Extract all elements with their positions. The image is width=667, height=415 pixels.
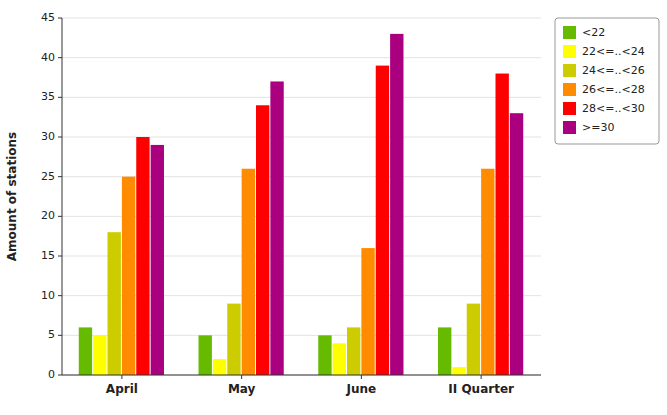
x-tick-label: II Quarter <box>448 382 514 396</box>
legend-swatch <box>563 45 576 58</box>
legend-label: 28<=..<30 <box>582 102 645 115</box>
x-tick <box>361 375 362 379</box>
legend-label: <22 <box>582 26 605 39</box>
y-tick-label: 45 <box>41 11 55 24</box>
bar: >=30: 29 <box>151 145 164 375</box>
bar: >=30: 33 <box>510 113 523 375</box>
y-tick <box>58 335 62 336</box>
bar: 28<=..<30: 39 <box>376 66 389 375</box>
x-tick-label: May <box>228 382 256 396</box>
y-tick <box>58 137 62 138</box>
y-tick <box>58 57 62 58</box>
bar: 24<=..<26: 9 <box>227 304 240 375</box>
y-tick-label: 35 <box>41 90 55 103</box>
bar: 24<=..<26: 18 <box>108 232 121 375</box>
y-tick-label: 40 <box>41 51 55 64</box>
chart-svg: <22: 6<22: 5<22: 5<22: 622<=..<24: 522<=… <box>0 0 667 415</box>
legend-label: 24<=..<26 <box>582 64 645 77</box>
x-tick <box>121 375 122 379</box>
legend-swatch <box>563 102 576 115</box>
bar: 22<=..<24: 4 <box>333 343 346 375</box>
bar: 26<=..<28: 16 <box>361 248 374 375</box>
grid-line <box>62 375 541 376</box>
bar: 24<=..<26: 9 <box>467 304 480 375</box>
bar: >=30: 43 <box>390 34 403 375</box>
bar: 26<=..<28: 26 <box>242 169 255 375</box>
grid <box>62 18 541 375</box>
y-tick <box>58 18 62 19</box>
grid-line <box>62 18 541 19</box>
y-tick-label: 5 <box>48 328 55 341</box>
bar: 24<=..<26: 6 <box>347 327 360 375</box>
x-tick-label: April <box>106 382 138 396</box>
bar: <22: 5 <box>199 335 212 375</box>
bar: <22: 6 <box>438 327 451 375</box>
y-tick <box>58 97 62 98</box>
bar: 28<=..<30: 30 <box>136 137 149 375</box>
grid-line <box>62 137 541 138</box>
bar: >=30: 37 <box>270 81 283 375</box>
y-tick <box>58 375 62 376</box>
axes: 0 5 10 15 20 25 30 35 40 45 April May June II Quarter <box>41 11 541 396</box>
y-axis-line <box>62 18 63 375</box>
y-tick-label: 25 <box>41 170 55 183</box>
x-axis-line <box>62 375 541 376</box>
bar: 26<=..<28: 25 <box>122 177 135 375</box>
bar: <22: 5 <box>318 335 331 375</box>
legend-box <box>555 18 659 144</box>
y-tick-label: 15 <box>41 249 55 262</box>
y-tick-label: 10 <box>41 289 55 302</box>
legend-label: 22<=..<24 <box>582 45 645 58</box>
y-tick-label: 20 <box>41 209 55 222</box>
grid-line <box>62 97 541 98</box>
legend-swatch <box>563 121 576 134</box>
y-tick-label: 0 <box>48 368 55 381</box>
grid-line <box>62 57 541 58</box>
legend-swatch <box>563 83 576 96</box>
y-axis-label: Amount of stations <box>5 132 19 261</box>
bars: <22: 6<22: 5<22: 5<22: 622<=..<24: 522<=… <box>79 34 523 375</box>
x-tick <box>481 375 482 379</box>
y-tick <box>58 256 62 257</box>
bar: 22<=..<24: 5 <box>93 335 106 375</box>
legend-label: >=30 <box>582 121 614 134</box>
bar: 22<=..<24: 1 <box>452 367 465 375</box>
y-tick-label: 30 <box>41 130 55 143</box>
bar: 28<=..<30: 34 <box>256 105 269 375</box>
legend-label: 26<=..<28 <box>582 83 645 96</box>
bar: 26<=..<28: 26 <box>481 169 494 375</box>
bar: 28<=..<30: 38 <box>495 74 508 375</box>
legend-swatch <box>563 26 576 39</box>
y-tick <box>58 176 62 177</box>
bar: 22<=..<24: 2 <box>213 359 226 375</box>
chart-container: <22: 6<22: 5<22: 5<22: 622<=..<24: 522<=… <box>0 0 667 415</box>
bar: <22: 6 <box>79 327 92 375</box>
x-tick-label: June <box>346 382 377 396</box>
x-tick <box>241 375 242 379</box>
y-tick <box>58 216 62 217</box>
legend-swatch <box>563 64 576 77</box>
legend: <22 22<=..<24 24<=..<26 26<=..<28 28<=..<30 >… <box>555 18 659 144</box>
y-tick <box>58 295 62 296</box>
